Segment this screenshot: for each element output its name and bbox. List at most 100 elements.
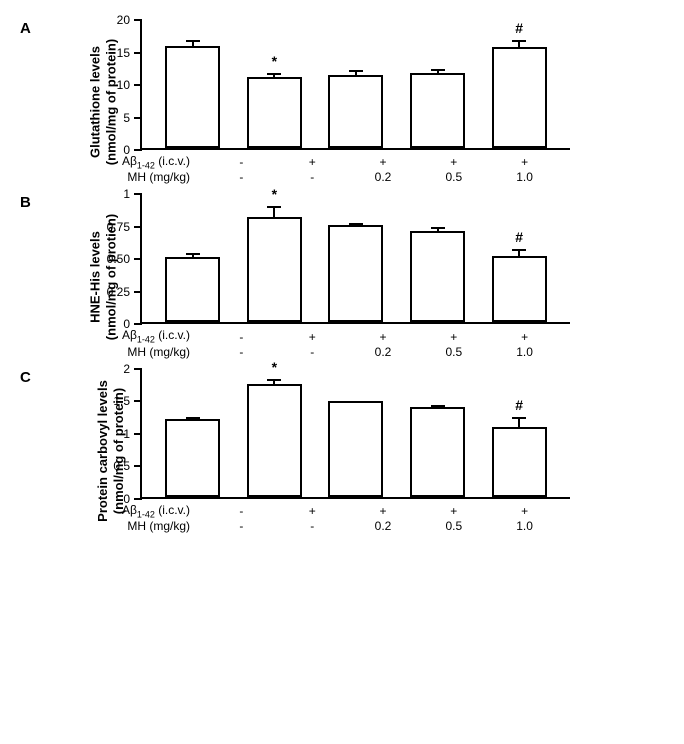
- error-cap: [431, 69, 445, 71]
- error-bar: [355, 223, 357, 227]
- x-cell: -: [277, 170, 348, 184]
- bar: [492, 256, 547, 322]
- error-cap: [186, 253, 200, 255]
- bar-slot: #: [478, 194, 560, 322]
- y-tick-label: 0.25: [107, 285, 142, 299]
- bar: [328, 225, 383, 323]
- x-cell: +: [489, 330, 560, 344]
- y-tick-label: 0: [123, 317, 142, 331]
- significance-marker: *: [272, 53, 277, 69]
- bar-slot: [315, 194, 397, 322]
- bars-container: *#: [142, 194, 570, 322]
- significance-marker: #: [515, 20, 523, 36]
- x-cell: 1.0: [489, 170, 560, 184]
- bar-slot: [397, 369, 479, 497]
- x-axis-labels: Aβ1-42 (i.c.v.)-++++MH (mg/kg)--0.20.51.…: [100, 328, 570, 358]
- y-tick-label: 1.5: [113, 394, 142, 408]
- error-bar: [273, 73, 275, 78]
- bar: [492, 427, 547, 497]
- plot-area: 05101520*#: [140, 20, 570, 150]
- error-bar: [192, 253, 194, 260]
- y-tick-label: 1: [123, 427, 142, 441]
- x-cell: 1.0: [489, 345, 560, 359]
- y-tick-label: 0.50: [107, 252, 142, 266]
- bar: [492, 47, 547, 148]
- x-cell: +: [489, 155, 560, 169]
- x-cell: +: [277, 330, 348, 344]
- bar-slot: *: [234, 369, 316, 497]
- y-tick-label: 0.75: [107, 220, 142, 234]
- error-cap: [349, 223, 363, 225]
- x-axis-labels: Aβ1-42 (i.c.v.)-++++MH (mg/kg)--0.20.51.…: [100, 503, 570, 533]
- bar: [410, 73, 465, 148]
- bar: [410, 231, 465, 322]
- x-cell: -: [277, 345, 348, 359]
- x-cell: 0.5: [418, 519, 489, 533]
- bar-slot: [152, 369, 234, 497]
- x-row-label-mh: MH (mg/kg): [100, 345, 196, 359]
- x-cell: 0.5: [418, 170, 489, 184]
- x-axis-labels: Aβ1-42 (i.c.v.)-++++MH (mg/kg)--0.20.51.…: [100, 154, 570, 184]
- y-tick-label: 0.5: [113, 459, 142, 473]
- error-cap: [186, 40, 200, 42]
- x-cell: -: [206, 345, 277, 359]
- bar: [410, 407, 465, 497]
- y-tick-label: 15: [117, 46, 142, 60]
- bar: [247, 77, 302, 149]
- x-cell: +: [348, 155, 419, 169]
- bars-container: *#: [142, 20, 570, 148]
- significance-marker: *: [272, 186, 277, 202]
- error-cap: [267, 73, 281, 75]
- x-cell: -: [206, 330, 277, 344]
- x-cell: +: [418, 504, 489, 518]
- y-tick-label: 5: [123, 111, 142, 125]
- panel-b: BHNE-His levels(nmol/mg of protien)00.25…: [20, 194, 664, 358]
- significance-marker: #: [515, 397, 523, 413]
- bar-slot: *: [234, 194, 316, 322]
- bar-slot: [397, 194, 479, 322]
- bar-slot: [315, 20, 397, 148]
- y-tick-label: 1: [123, 187, 142, 201]
- bar-slot: [315, 369, 397, 497]
- y-tick-label: 0: [123, 143, 142, 157]
- bar: [165, 46, 220, 148]
- error-bar: [273, 379, 275, 386]
- significance-marker: *: [272, 359, 277, 375]
- error-bar: [518, 417, 520, 429]
- bar-slot: [397, 20, 479, 148]
- x-cell: +: [277, 504, 348, 518]
- x-cell: 0.5: [418, 345, 489, 359]
- error-cap: [431, 405, 445, 407]
- bar-slot: [152, 20, 234, 148]
- x-cell: -: [277, 519, 348, 533]
- panel-a: AGlutathione levels(nmol/mg of protein)0…: [20, 20, 664, 184]
- bar-slot: #: [478, 20, 560, 148]
- y-tick-label: 2: [123, 362, 142, 376]
- x-cell: 0.2: [348, 345, 419, 359]
- error-cap: [349, 401, 363, 403]
- error-bar: [273, 206, 275, 219]
- error-cap: [512, 417, 526, 419]
- x-cell: +: [489, 504, 560, 518]
- plot-area: 00.511.52*#: [140, 369, 570, 499]
- error-bar: [192, 417, 194, 421]
- error-bar: [437, 69, 439, 76]
- bars-container: *#: [142, 369, 570, 497]
- error-bar: [518, 40, 520, 50]
- y-tick-label: 0: [123, 492, 142, 506]
- error-cap: [431, 227, 445, 229]
- y-axis-label: Glutathione levels(nmol/mg of protein): [88, 39, 119, 165]
- bar: [165, 257, 220, 322]
- panel-label: C: [20, 369, 31, 386]
- bar: [328, 75, 383, 148]
- error-cap: [512, 249, 526, 251]
- x-cell: 0.2: [348, 519, 419, 533]
- bar: [247, 217, 302, 322]
- chart-wrap: Glutathione levels(nmol/mg of protein)05…: [100, 20, 664, 184]
- error-bar: [437, 405, 439, 409]
- x-cell: -: [206, 504, 277, 518]
- error-cap: [512, 40, 526, 42]
- significance-marker: #: [515, 229, 523, 245]
- x-cell: +: [418, 155, 489, 169]
- chart-wrap: Protein carbovyl levels(nmol/mg of prote…: [100, 369, 664, 533]
